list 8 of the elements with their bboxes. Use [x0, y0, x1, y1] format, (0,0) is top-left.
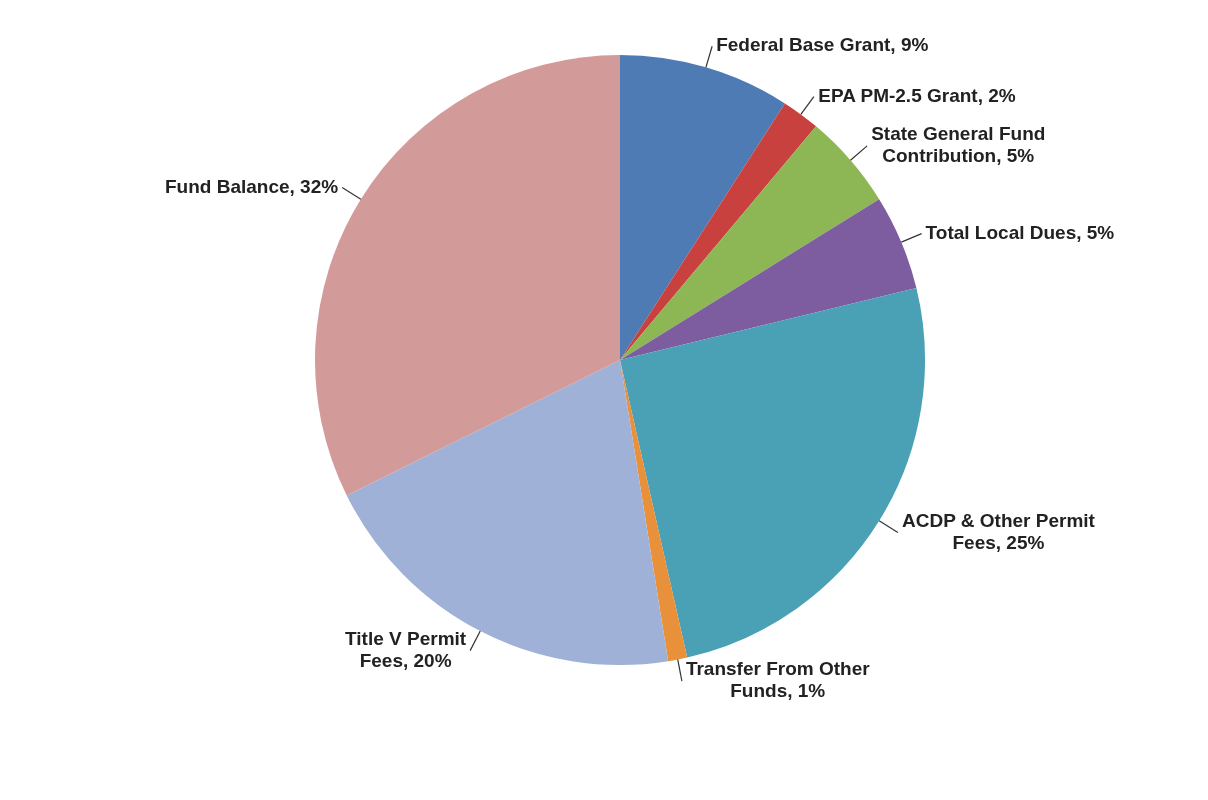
slice-label: Federal Base Grant, 9%: [716, 34, 929, 56]
slice-label: ACDP & Other Permit Fees, 25%: [902, 509, 1096, 553]
slice-label: State General Fund Contribution, 5%: [871, 123, 1046, 167]
slice-label: Title V Permit Fees, 20%: [345, 627, 467, 671]
slice-label: Transfer From Other Funds, 1%: [685, 658, 871, 702]
slice-label: Total Local Dues, 5%: [925, 221, 1115, 243]
slice-label: Fund Balance, 32%: [164, 175, 339, 197]
slice-label: EPA PM-2.5 Grant, 2%: [818, 84, 1016, 106]
